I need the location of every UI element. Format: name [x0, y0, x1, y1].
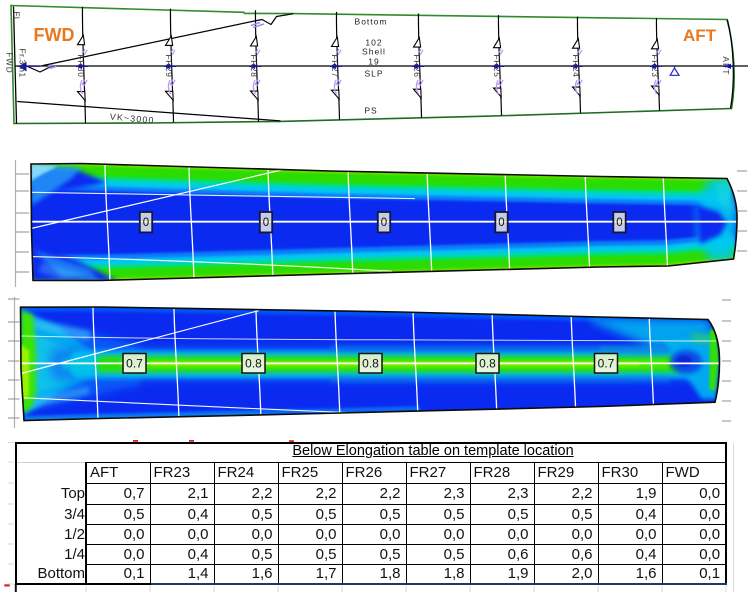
- svg-text:0: 0: [616, 217, 622, 229]
- svg-text:0: 0: [143, 217, 149, 229]
- svg-text:0: 0: [263, 217, 269, 229]
- svg-text:0.7: 0.7: [126, 357, 143, 371]
- svg-text:Shell: Shell: [362, 47, 386, 57]
- svg-text:FR27: FR27: [330, 54, 340, 77]
- svg-text:PS: PS: [364, 106, 377, 116]
- svg-text:0: 0: [381, 217, 387, 229]
- svg-text:0.8: 0.8: [479, 357, 496, 371]
- svg-text:0: 0: [498, 217, 504, 229]
- svg-text:0.8: 0.8: [245, 357, 262, 371]
- svg-text:Fr.3m1: Fr.3m1: [17, 48, 27, 77]
- svg-text:19: 19: [368, 57, 379, 67]
- svg-text:AFT: AFT: [683, 26, 717, 45]
- svg-text:FR25: FR25: [492, 54, 502, 77]
- svg-text:0.8: 0.8: [362, 357, 379, 371]
- svg-text:FR26: FR26: [412, 54, 422, 77]
- svg-text:VK~3000: VK~3000: [109, 112, 155, 126]
- svg-text:FR23: FR23: [650, 54, 660, 77]
- svg-text:FR29: FR29: [164, 54, 174, 77]
- svg-text:FWD: FWD: [4, 52, 13, 73]
- svg-text:FWD: FWD: [34, 25, 75, 45]
- svg-text:El: El: [11, 11, 21, 19]
- svg-text:SLP: SLP: [364, 69, 383, 79]
- svg-text:0.7: 0.7: [598, 357, 615, 371]
- svg-text:FR30: FR30: [76, 54, 86, 77]
- svg-text:FR24: FR24: [571, 54, 581, 77]
- svg-text:Bottom: Bottom: [355, 17, 388, 27]
- svg-text:102: 102: [365, 38, 382, 48]
- svg-text:FR28: FR28: [249, 54, 259, 77]
